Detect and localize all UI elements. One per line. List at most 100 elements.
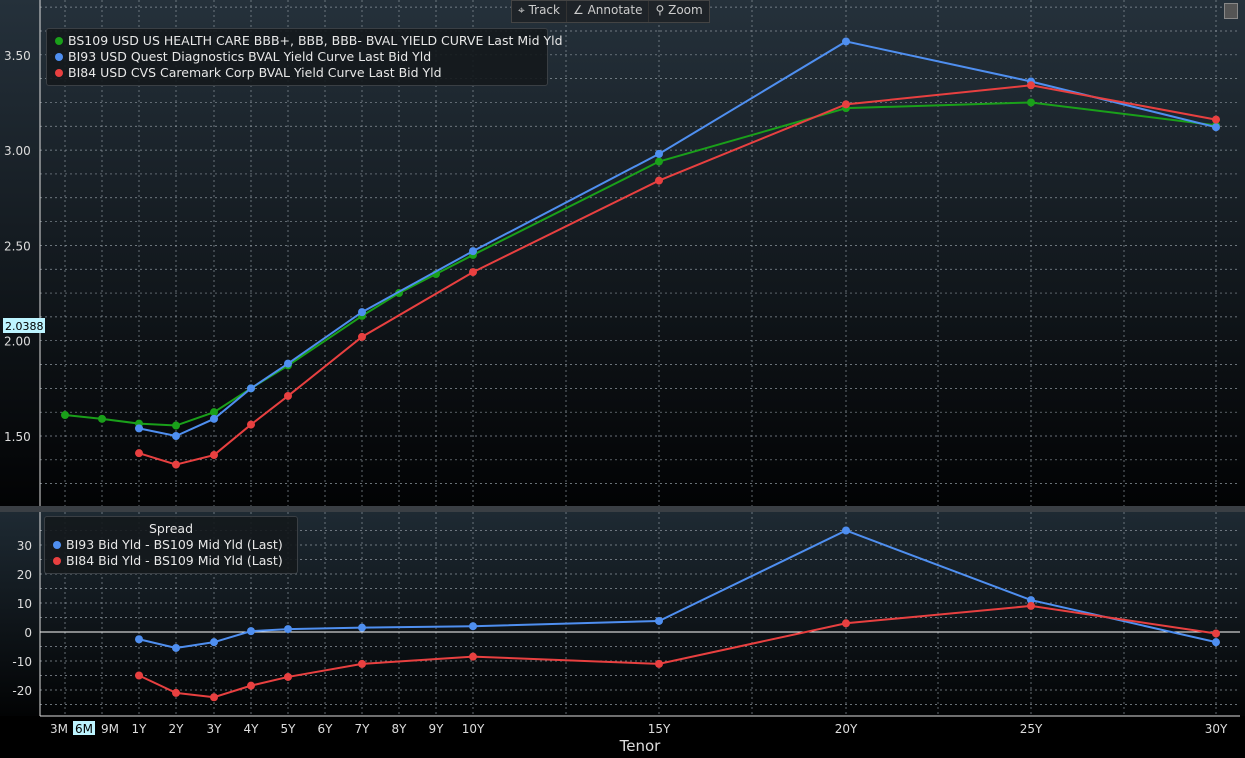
x-tick-label: 8Y — [392, 722, 408, 736]
data-point — [61, 411, 69, 420]
x-tick-label: 5Y — [281, 722, 297, 736]
data-point — [247, 420, 255, 429]
chart-toolbar: ⌖ Track ∠ Annotate ⚲ Zoom — [511, 0, 710, 23]
data-point — [1212, 123, 1220, 132]
y-tick-label: -20 — [12, 684, 32, 698]
y-tick-label: 2.50 — [4, 239, 31, 253]
data-point — [210, 408, 218, 417]
data-point — [842, 100, 850, 109]
data-point — [1212, 638, 1220, 647]
x-tick-label: 7Y — [355, 722, 371, 736]
data-point — [247, 384, 255, 393]
x-tick-label: 3Y — [207, 722, 223, 736]
x-tick-label: 15Y — [648, 722, 671, 736]
data-point — [284, 359, 292, 368]
data-point — [284, 672, 292, 681]
y-tick-label: 3.00 — [4, 144, 31, 158]
y-tick-label: 1.50 — [4, 430, 31, 444]
scroll-button[interactable] — [1224, 3, 1238, 19]
data-point — [135, 424, 143, 433]
data-point — [284, 625, 292, 634]
legend-item[interactable]: BI84 Bid Yld - BS109 Mid Yld (Last) — [53, 553, 289, 569]
x-tick-label: 6M — [75, 722, 93, 736]
data-point — [842, 37, 850, 46]
data-point — [469, 268, 477, 277]
y-tick-label: 2.00 — [4, 335, 31, 349]
data-point — [358, 332, 366, 341]
x-tick-label: 9Y — [429, 722, 445, 736]
spread-legend-title: Spread — [148, 521, 194, 536]
data-point — [655, 157, 663, 166]
legend-item[interactable]: BI84 USD CVS Caremark Corp BVAL Yield Cu… — [55, 65, 539, 81]
spread-legend: Spread BI93 Bid Yld - BS109 Mid Yld (Las… — [44, 516, 298, 574]
blue-dot-icon — [55, 53, 63, 61]
data-point — [1027, 98, 1035, 107]
data-point — [358, 659, 366, 668]
crosshair-y-box — [3, 318, 45, 333]
data-point — [469, 247, 477, 256]
y-tick-label: 0 — [24, 626, 32, 640]
y-tick-label: -10 — [12, 655, 32, 669]
data-point — [172, 421, 180, 430]
data-point — [210, 638, 218, 647]
red-dot-icon — [55, 69, 63, 77]
annotate-button[interactable]: ∠ Annotate — [567, 1, 650, 22]
x-tick-label: 4Y — [244, 722, 260, 736]
data-point — [247, 627, 255, 636]
crosshair-x-box — [73, 721, 95, 735]
x-axis-title: Tenor — [619, 737, 662, 755]
data-point — [469, 622, 477, 631]
red-dot-icon — [53, 557, 61, 565]
blue-dot-icon — [53, 541, 61, 549]
crosshair-y-label: 2.0388 — [5, 320, 44, 333]
data-point — [1212, 629, 1220, 638]
data-point — [1027, 601, 1035, 610]
data-point — [135, 635, 143, 644]
data-point — [210, 693, 218, 702]
x-tick-label: 1Y — [132, 722, 148, 736]
data-point — [655, 149, 663, 158]
data-point — [98, 414, 106, 423]
data-point — [842, 619, 850, 628]
data-point — [135, 671, 143, 680]
data-point — [469, 652, 477, 661]
y-tick-label: 3.50 — [4, 49, 31, 63]
data-point — [655, 659, 663, 668]
data-point — [172, 643, 180, 652]
green-dot-icon — [55, 37, 63, 45]
data-point — [172, 688, 180, 697]
data-point — [210, 451, 218, 460]
x-tick-label: 9M — [101, 722, 119, 736]
x-tick-label: 10Y — [462, 722, 485, 736]
data-point — [842, 526, 850, 535]
legend-item[interactable]: BI93 Bid Yld - BS109 Mid Yld (Last) — [53, 537, 289, 553]
data-point — [135, 449, 143, 458]
legend-item[interactable]: BS109 USD US HEALTH CARE BBB+, BBB, BBB-… — [55, 33, 563, 49]
data-point — [1212, 115, 1220, 124]
y-tick-label: 10 — [17, 597, 32, 611]
data-point — [1027, 81, 1035, 90]
main-legend: BS109 USD US HEALTH CARE BBB+, BBB, BBB-… — [46, 28, 563, 86]
x-tick-label: 3M — [50, 722, 68, 736]
panel-divider[interactable] — [0, 506, 1245, 512]
data-point — [655, 176, 663, 185]
x-tick-label: 30Y — [1205, 722, 1228, 736]
x-tick-label: 2Y — [169, 722, 185, 736]
data-point — [172, 460, 180, 469]
track-button[interactable]: ⌖ Track — [512, 1, 567, 22]
zoom-button[interactable]: ⚲ Zoom — [655, 3, 703, 17]
data-point — [284, 391, 292, 400]
data-point — [1027, 596, 1035, 605]
data-point — [247, 681, 255, 690]
data-point — [210, 414, 218, 423]
y-tick-label: 20 — [17, 568, 32, 582]
data-point — [358, 623, 366, 632]
data-point — [172, 432, 180, 440]
data-point — [655, 616, 663, 625]
legend-item[interactable]: BI93 USD Quest Diagnostics BVAL Yield Cu… — [55, 49, 539, 65]
x-tick-label: 6Y — [318, 722, 334, 736]
data-point — [358, 308, 366, 317]
x-tick-label: 20Y — [835, 722, 858, 736]
x-tick-label: 25Y — [1020, 722, 1043, 736]
